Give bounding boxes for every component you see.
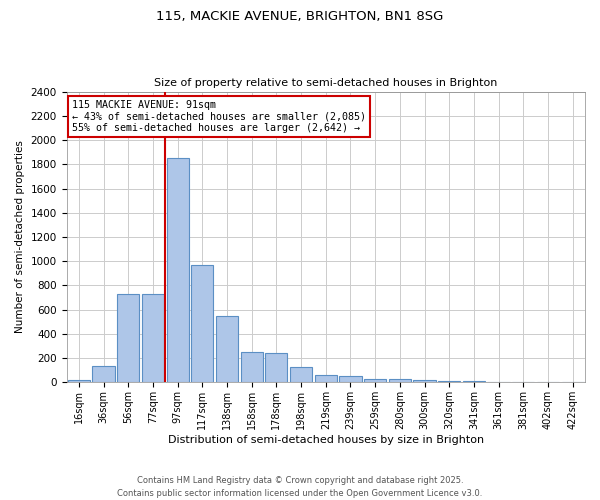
Text: Contains HM Land Registry data © Crown copyright and database right 2025.
Contai: Contains HM Land Registry data © Crown c…: [118, 476, 482, 498]
Bar: [438, 380, 460, 382]
Text: 115 MACKIE AVENUE: 91sqm
← 43% of semi-detached houses are smaller (2,085)
55% o: 115 MACKIE AVENUE: 91sqm ← 43% of semi-d…: [72, 100, 366, 134]
Text: 115, MACKIE AVENUE, BRIGHTON, BN1 8SG: 115, MACKIE AVENUE, BRIGHTON, BN1 8SG: [157, 10, 443, 23]
Bar: [191, 265, 214, 382]
Bar: [92, 366, 115, 382]
Bar: [68, 380, 90, 382]
Bar: [364, 379, 386, 382]
Bar: [142, 294, 164, 382]
Bar: [314, 374, 337, 382]
Bar: [340, 376, 362, 382]
Bar: [241, 352, 263, 382]
Bar: [463, 381, 485, 382]
Bar: [216, 316, 238, 382]
Bar: [413, 380, 436, 382]
Bar: [389, 380, 411, 382]
Title: Size of property relative to semi-detached houses in Brighton: Size of property relative to semi-detach…: [154, 78, 497, 88]
Bar: [265, 352, 287, 382]
Bar: [290, 366, 312, 382]
X-axis label: Distribution of semi-detached houses by size in Brighton: Distribution of semi-detached houses by …: [168, 435, 484, 445]
Bar: [167, 158, 189, 382]
Bar: [117, 294, 139, 382]
Y-axis label: Number of semi-detached properties: Number of semi-detached properties: [15, 140, 25, 334]
